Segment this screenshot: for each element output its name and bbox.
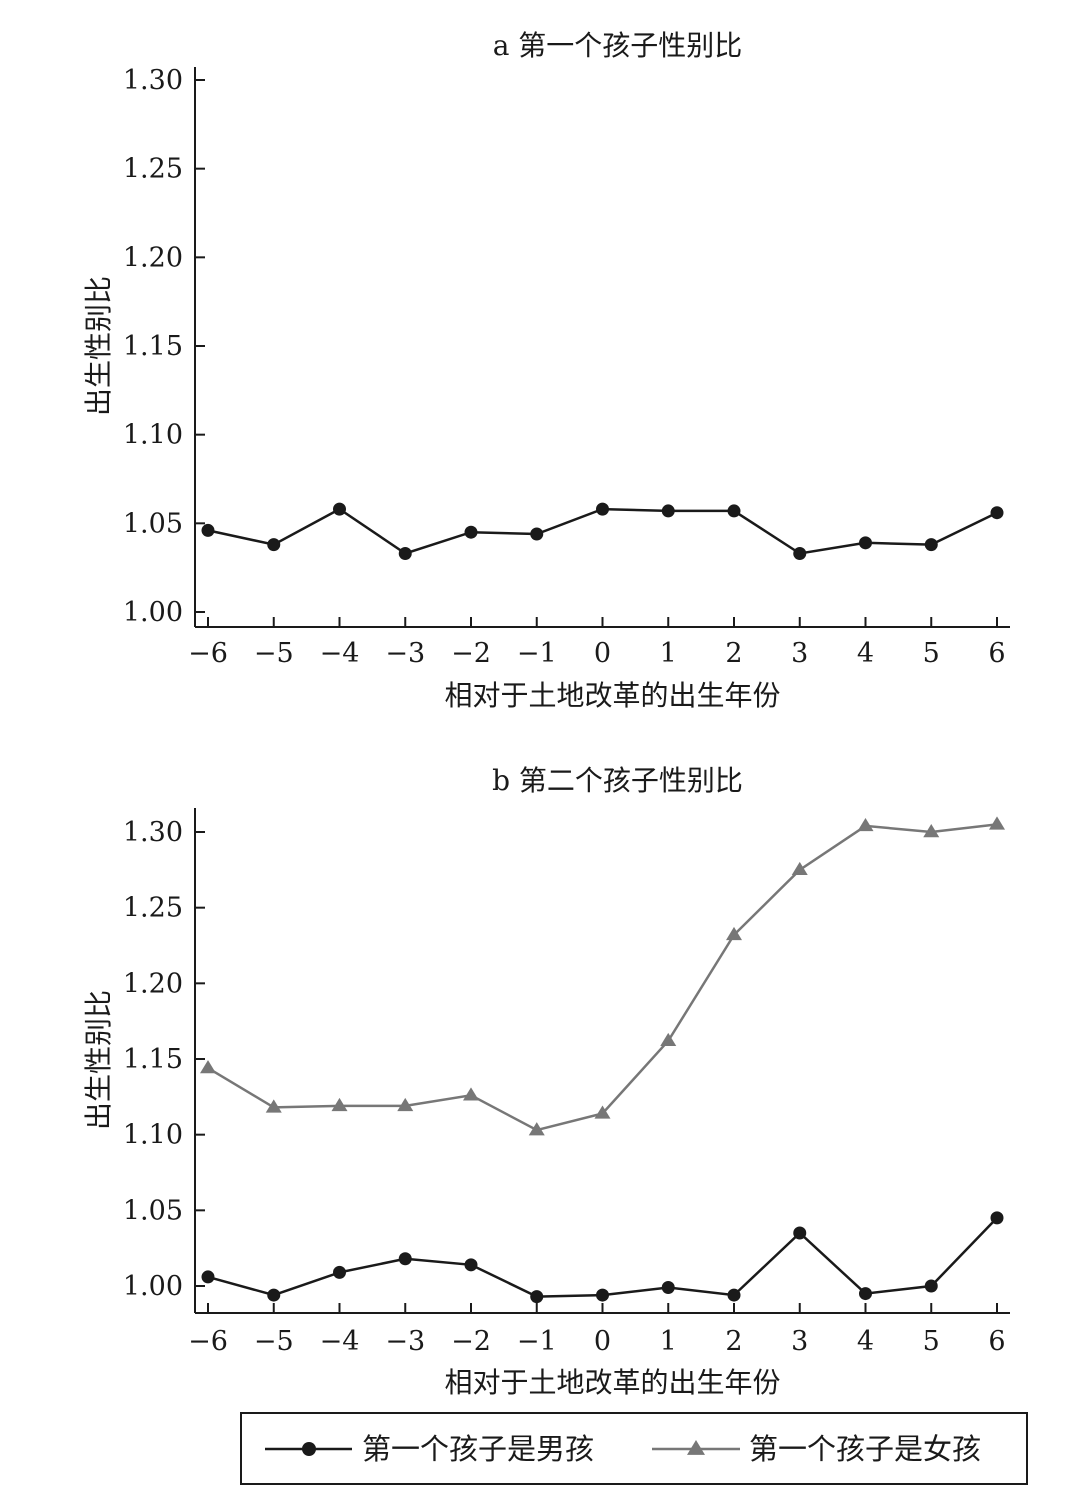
- data-point-circle: [267, 1288, 281, 1302]
- x-tick-label: −2: [451, 638, 491, 669]
- panel-a: a 第一个孩子性别比 1.00 1.05 1.10 1.15 1.20 1.25 1.30 −6…: [82, 29, 1010, 712]
- data-point-circle: [661, 504, 675, 518]
- chart-title: a 第一个孩子性别比: [493, 29, 743, 62]
- data-point-circle: [793, 546, 807, 560]
- chart-title: b 第二个孩子性别比: [492, 764, 743, 797]
- data-point-circle: [990, 506, 1004, 520]
- y-axis-label: 出生性别比: [82, 276, 115, 416]
- y-tick-label: 1.15: [123, 1044, 183, 1075]
- data-point-triangle: [594, 1105, 611, 1119]
- data-point-circle: [990, 1211, 1004, 1225]
- data-point-triangle: [989, 816, 1005, 830]
- x-tick-label: −3: [385, 1326, 425, 1357]
- data-point-circle: [793, 1226, 807, 1240]
- x-tick-label: −2: [451, 1326, 491, 1357]
- data-point-triangle: [463, 1087, 479, 1101]
- data-point-triangle: [923, 824, 940, 838]
- legend-marker-triangle: [687, 1440, 705, 1455]
- data-point-triangle: [528, 1122, 545, 1136]
- data-point-triangle: [397, 1097, 414, 1112]
- x-tick-label: 4: [857, 638, 874, 669]
- data-point-circle: [727, 504, 741, 518]
- data-point-circle: [596, 502, 609, 516]
- data-point-circle: [661, 1281, 675, 1295]
- y-tick-label: 1.00: [123, 1271, 183, 1302]
- y-tick-label: 1.05: [123, 1195, 183, 1226]
- legend-label: 第一个孩子是女孩: [749, 1432, 981, 1466]
- data-point-circle: [924, 538, 938, 552]
- data-point-circle: [596, 1288, 609, 1302]
- x-tick-label: 1: [660, 638, 677, 669]
- data-point-circle: [530, 1290, 544, 1304]
- legend-label: 第一个孩子是男孩: [362, 1432, 594, 1466]
- x-tick-label: −4: [320, 638, 360, 669]
- data-point-circle: [924, 1279, 938, 1293]
- data-point-circle: [727, 1288, 741, 1302]
- x-tick-label: −3: [385, 638, 425, 669]
- data-point-circle: [464, 1258, 478, 1272]
- data-point-triangle: [857, 817, 874, 832]
- x-tick-label: 1: [660, 1326, 677, 1357]
- x-tick-label: −4: [320, 1326, 360, 1357]
- data-point-circle: [398, 1252, 412, 1266]
- x-tick-label: 2: [725, 1326, 742, 1357]
- x-tick-label: 0: [594, 1326, 611, 1357]
- y-tick-label: 1.25: [123, 893, 183, 924]
- x-tick-label: −6: [188, 1326, 228, 1357]
- x-tick-label: 0: [594, 638, 611, 669]
- data-point-circle: [464, 525, 478, 539]
- y-tick-label: 1.30: [123, 817, 183, 848]
- data-point-triangle: [791, 861, 808, 876]
- data-point-circle: [267, 538, 281, 552]
- x-tick-label: 5: [923, 1326, 940, 1357]
- x-axis-label: 相对于土地改革的出生年份: [444, 679, 780, 712]
- data-point-circle: [398, 546, 412, 560]
- data-point-triangle: [200, 1060, 216, 1074]
- y-tick-label: 1.00: [123, 597, 183, 628]
- data-point-circle: [530, 527, 544, 541]
- legend: 第一个孩子是男孩 第一个孩子是女孩: [240, 1412, 1028, 1485]
- data-point-circle: [201, 1270, 215, 1284]
- panel-b: b 第二个孩子性别比 1.00 1.05 1.10 1.15 1.20 1.25 1.30 −6…: [82, 764, 1010, 1399]
- y-tick-label: 1.10: [123, 420, 183, 451]
- x-tick-label: −1: [517, 638, 557, 669]
- data-point-circle: [859, 1287, 872, 1301]
- y-tick-label: 1.10: [123, 1120, 183, 1151]
- data-point-triangle: [726, 926, 742, 941]
- y-tick-label: 1.05: [123, 508, 183, 539]
- x-tick-label: 4: [857, 1326, 874, 1357]
- y-axis-label: 出生性别比: [82, 990, 115, 1130]
- x-tick-label: 6: [988, 1326, 1005, 1357]
- x-tick-label: 3: [791, 1326, 808, 1357]
- legend-marker-circle: [302, 1442, 316, 1456]
- data-point-circle: [201, 523, 215, 537]
- data-point-triangle: [331, 1097, 348, 1112]
- y-tick-label: 1.25: [123, 154, 183, 185]
- x-tick-label: −1: [517, 1326, 557, 1357]
- y-tick-label: 1.20: [123, 242, 183, 273]
- data-point-circle: [333, 1265, 346, 1279]
- y-tick-label: 1.20: [123, 968, 183, 999]
- x-tick-label: −5: [254, 1326, 294, 1357]
- x-tick-label: 2: [725, 638, 742, 669]
- x-tick-label: 3: [791, 638, 808, 669]
- y-tick-label: 1.15: [123, 331, 183, 362]
- x-tick-label: −5: [254, 638, 294, 669]
- data-point-triangle: [660, 1032, 677, 1047]
- data-point-circle: [333, 502, 346, 516]
- data-point-triangle: [265, 1099, 282, 1113]
- x-tick-label: 6: [988, 638, 1005, 669]
- x-axis-label: 相对于土地改革的出生年份: [444, 1366, 780, 1399]
- data-point-circle: [859, 536, 872, 550]
- x-tick-label: −6: [188, 638, 228, 669]
- x-tick-label: 5: [923, 638, 940, 669]
- y-tick-label: 1.30: [123, 65, 183, 96]
- legend-box: [240, 1412, 1028, 1485]
